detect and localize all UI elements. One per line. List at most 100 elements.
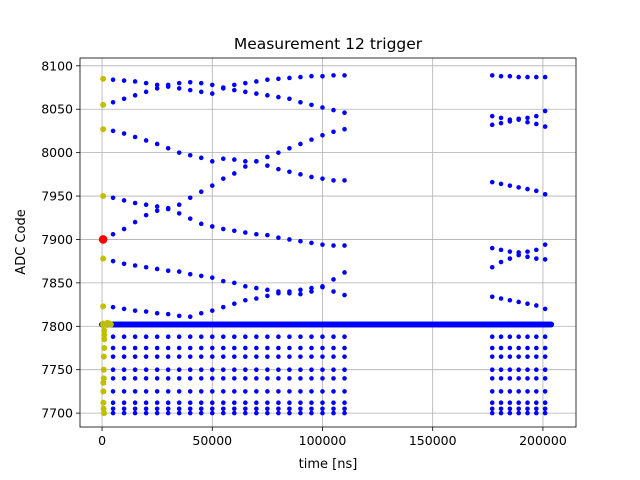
data-point: [331, 107, 336, 113]
data-point: [525, 367, 530, 372]
data-point: [165, 82, 171, 88]
data-point: [187, 376, 193, 381]
data-point: [132, 200, 138, 206]
data-point: [498, 259, 504, 265]
data-point: [331, 243, 336, 248]
data-point: [154, 410, 160, 416]
data-point: [489, 354, 495, 359]
data-point: [143, 80, 149, 86]
data-point: [498, 389, 504, 394]
data-point: [243, 400, 248, 405]
data-point: [121, 261, 127, 267]
data-point: [154, 86, 160, 91]
data-point: [143, 138, 149, 143]
data-point: [254, 406, 259, 412]
trigger-point: [101, 336, 108, 343]
data-point: [534, 400, 539, 405]
data-point: [132, 308, 138, 313]
data-point: [232, 228, 237, 234]
data-point: [507, 400, 513, 405]
data-point: [198, 400, 204, 405]
data-point: [320, 389, 325, 394]
data-point: [276, 354, 281, 359]
data-point: [254, 159, 259, 164]
data-point: [342, 334, 347, 340]
data-point: [187, 80, 193, 85]
data-point: [516, 367, 521, 372]
data-point: [342, 292, 347, 298]
data-point: [534, 389, 539, 394]
data-point: [176, 202, 182, 208]
data-point: [534, 74, 539, 80]
data-point: [309, 137, 314, 142]
data-point: [507, 354, 513, 359]
data-point: [265, 400, 270, 405]
data-point: [298, 406, 303, 412]
data-point: [287, 334, 292, 340]
data-point: [309, 410, 314, 416]
data-point: [187, 152, 193, 158]
data-point: [243, 345, 248, 351]
data-point: [287, 289, 292, 294]
data-point: [542, 376, 548, 381]
data-point: [342, 354, 347, 359]
trigger-point: [100, 375, 107, 382]
data-point: [154, 208, 160, 214]
data-point: [516, 334, 521, 340]
data-point: [220, 400, 226, 405]
data-point: [276, 406, 281, 412]
data-point: [342, 73, 347, 78]
data-point: [176, 269, 182, 274]
data-point: [121, 376, 127, 381]
data-point: [110, 406, 116, 412]
data-point: [534, 121, 539, 127]
trigger-point: [100, 101, 107, 108]
y-axis-label: ADC Code: [14, 209, 29, 274]
data-point: [331, 73, 336, 78]
data-point: [176, 211, 182, 216]
data-point: [243, 354, 248, 359]
data-point: [154, 334, 160, 340]
data-point: [187, 406, 193, 412]
data-point: [534, 303, 539, 308]
data-point: [320, 334, 325, 340]
data-point: [176, 345, 182, 351]
data-point: [209, 224, 215, 229]
data-point: [143, 410, 149, 416]
data-point: [331, 345, 336, 351]
data-point: [176, 389, 182, 394]
y-tick-label: 8100: [41, 58, 73, 73]
data-point: [110, 389, 116, 394]
data-point: [320, 132, 325, 138]
data-point: [209, 91, 215, 96]
data-point: [507, 410, 513, 416]
trigger-point: [101, 410, 108, 417]
data-point: [254, 285, 259, 291]
data-point: [298, 287, 303, 293]
data-point: [489, 400, 495, 405]
trigger-marker: [98, 235, 108, 244]
data-point: [254, 410, 259, 416]
data-point: [298, 99, 303, 105]
data-point: [209, 400, 215, 405]
data-point: [507, 119, 513, 124]
data-point: [331, 354, 336, 359]
data-point: [154, 354, 160, 359]
trigger-point: [101, 327, 108, 334]
data-point: [320, 367, 325, 372]
data-point: [176, 80, 182, 86]
data-point: [198, 155, 204, 161]
data-point: [121, 78, 127, 83]
data-point: [489, 410, 495, 416]
data-point: [243, 389, 248, 394]
data-point: [489, 122, 495, 128]
data-point: [507, 406, 513, 412]
data-point: [309, 285, 314, 291]
data-point: [542, 306, 548, 312]
data-point: [516, 252, 521, 258]
data-point: [187, 87, 193, 93]
data-point: [110, 77, 116, 83]
data-point: [276, 235, 281, 241]
data-point: [220, 334, 226, 340]
data-point: [342, 406, 347, 412]
